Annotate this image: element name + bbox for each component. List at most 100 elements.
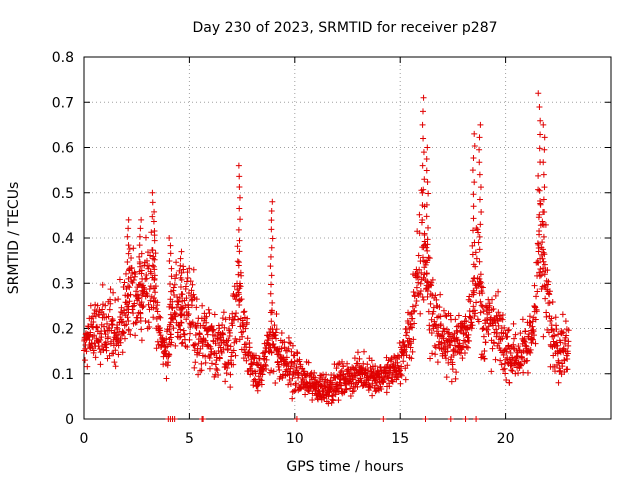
- data-point: [188, 292, 195, 299]
- data-point: [112, 363, 119, 370]
- data-point: [435, 341, 442, 348]
- data-point: [478, 283, 485, 290]
- data-point: [171, 281, 178, 288]
- data-point: [207, 345, 214, 352]
- data-point: [356, 355, 363, 362]
- data-point: [549, 299, 556, 306]
- data-point: [429, 276, 436, 283]
- data-point: [265, 336, 272, 343]
- data-point: [402, 376, 409, 383]
- data-point: [563, 332, 570, 339]
- data-point: [407, 344, 414, 351]
- data-point: [128, 254, 135, 261]
- data-point: [481, 347, 488, 354]
- data-point: [199, 302, 206, 309]
- data-point: [166, 351, 173, 358]
- data-point: [293, 416, 300, 422]
- data-point: [236, 173, 243, 180]
- data-point: [389, 377, 396, 384]
- data-point: [244, 335, 251, 342]
- data-point: [436, 304, 443, 311]
- data-point: [473, 255, 480, 262]
- data-point: [186, 336, 193, 343]
- data-point: [120, 283, 127, 290]
- data-point: [419, 121, 426, 128]
- data-point: [555, 359, 562, 366]
- data-point: [484, 326, 491, 333]
- data-point: [145, 301, 152, 308]
- data-point: [307, 371, 314, 378]
- data-point: [237, 297, 244, 304]
- data-point: [432, 344, 439, 351]
- data-point: [421, 230, 428, 237]
- data-point: [238, 296, 245, 303]
- data-point: [180, 266, 187, 273]
- data-point: [184, 312, 191, 319]
- data-point: [217, 344, 224, 351]
- data-point: [329, 379, 336, 386]
- data-point: [136, 301, 143, 308]
- data-point: [178, 248, 185, 255]
- data-point: [186, 330, 193, 337]
- data-point: [139, 275, 146, 282]
- y-tick-label: 0.8: [52, 50, 74, 66]
- data-point: [453, 369, 460, 376]
- data-point: [289, 342, 296, 349]
- data-point: [463, 318, 470, 325]
- data-point: [562, 340, 569, 347]
- data-point: [460, 343, 467, 350]
- data-point: [469, 251, 476, 258]
- data-point: [547, 317, 554, 324]
- data-point: [517, 330, 524, 337]
- data-point: [341, 389, 348, 396]
- data-point: [416, 211, 423, 218]
- data-point: [540, 258, 547, 265]
- data-point: [463, 343, 470, 350]
- y-tick-label: 0.1: [52, 367, 74, 383]
- data-point: [386, 383, 393, 390]
- data-point: [166, 303, 173, 310]
- data-point: [541, 134, 548, 141]
- data-point: [115, 351, 122, 358]
- data-point: [232, 352, 239, 359]
- data-point: [88, 340, 95, 347]
- data-point: [420, 186, 427, 193]
- data-point: [268, 207, 275, 214]
- data-point: [166, 257, 173, 264]
- data-point: [226, 329, 233, 336]
- data-point: [92, 354, 99, 361]
- data-point: [537, 117, 544, 124]
- data-point: [530, 328, 537, 335]
- data-point: [365, 377, 372, 384]
- data-point: [236, 184, 243, 191]
- data-point: [127, 331, 134, 338]
- data-point: [178, 340, 185, 347]
- data-point: [419, 189, 426, 196]
- data-point: [301, 368, 308, 375]
- data-point: [495, 340, 502, 347]
- data-point: [559, 311, 566, 318]
- data-point: [419, 108, 426, 115]
- data-point: [108, 321, 115, 328]
- data-point: [268, 281, 275, 288]
- data-point: [351, 355, 358, 362]
- data-point: [173, 271, 180, 278]
- data-point: [207, 351, 214, 358]
- data-point: [479, 303, 486, 310]
- data-point: [136, 242, 143, 249]
- data-point: [551, 332, 558, 339]
- data-point: [454, 329, 461, 336]
- data-point: [470, 275, 477, 282]
- data-point: [524, 357, 531, 364]
- data-point: [157, 332, 164, 339]
- data-point: [433, 296, 440, 303]
- data-point: [178, 269, 185, 276]
- data-point: [158, 342, 165, 349]
- data-point: [425, 224, 432, 231]
- data-point: [126, 267, 133, 274]
- data-point: [193, 304, 200, 311]
- data-point: [426, 326, 433, 333]
- data-point: [532, 316, 539, 323]
- data-point: [86, 344, 93, 351]
- data-point: [504, 327, 511, 334]
